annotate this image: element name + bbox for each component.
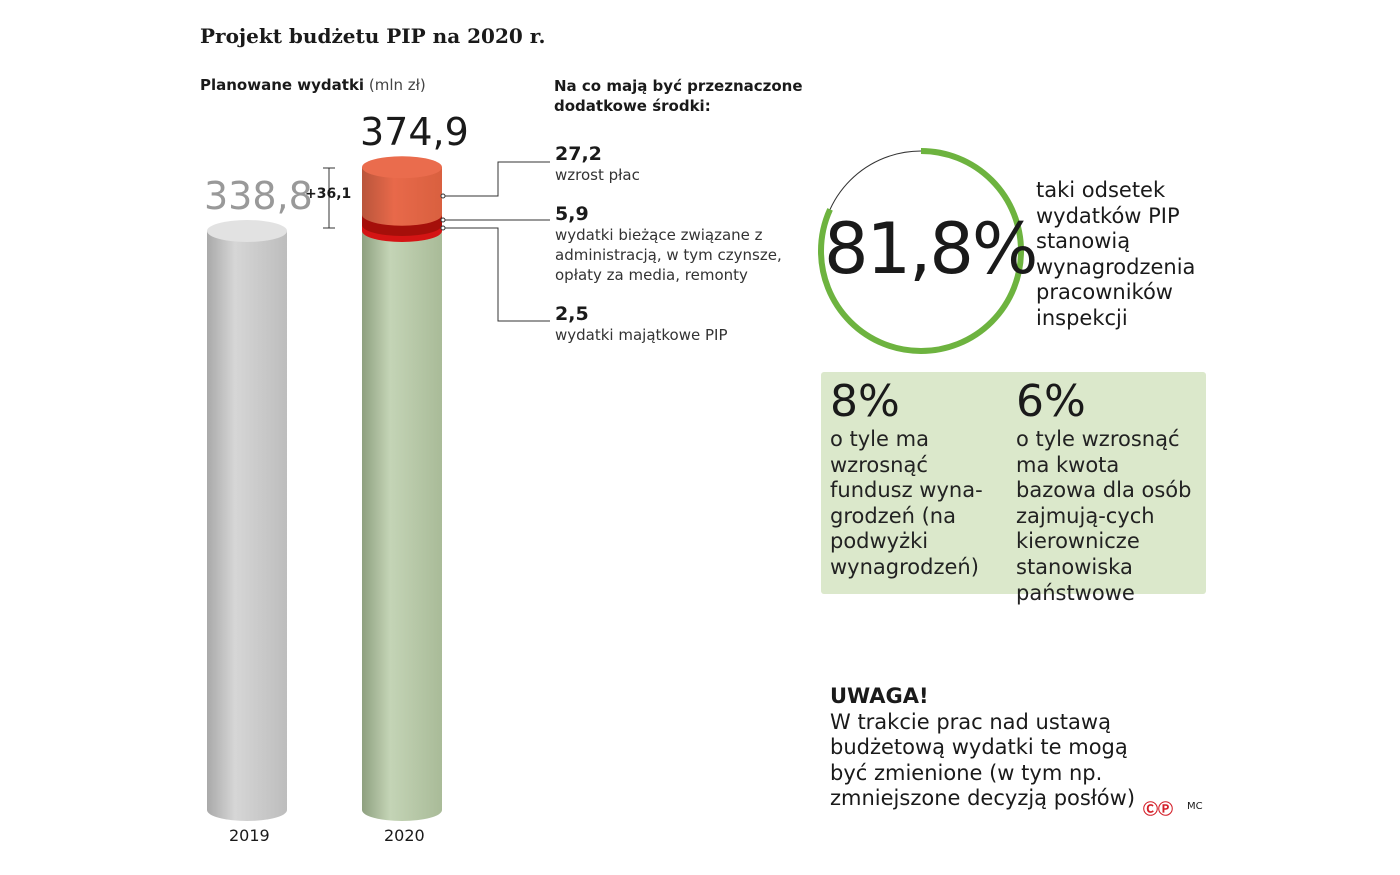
- subtitle-unit: (mln zł): [368, 76, 426, 94]
- value-label-2020: 374,9: [360, 110, 469, 154]
- breakdown-item: 27,2 wzrost płac: [555, 143, 640, 184]
- gauge-text: taki odsetek wydatków PIP stanowią wynag…: [1036, 178, 1196, 330]
- difference-label: +36,1: [305, 186, 352, 202]
- value-label-2019: 338,8: [204, 174, 313, 218]
- year-label-2020: 2020: [384, 826, 425, 845]
- breakdown-item: 2,5 wydatki majątkowe PIP: [555, 303, 728, 344]
- bar-2019: [207, 231, 287, 821]
- year-label-2019: 2019: [229, 826, 270, 845]
- gauge-value: 81,8%: [824, 208, 1038, 290]
- note: UWAGA! W trakcie prac nad ustawą budżetow…: [830, 684, 1136, 811]
- credit: MC: [1187, 801, 1203, 812]
- copyright-logo-icon: ⒸⓅ: [1143, 800, 1174, 818]
- subtitle-bold: Planowane wydatki: [200, 76, 365, 94]
- breakdown-item: 5,9 wydatki bieżące związane z administra…: [555, 203, 782, 284]
- gauge-ring: [818, 148, 1024, 354]
- bar-2020-base: [362, 231, 442, 821]
- fact-item: 8% o tyle ma wzrosnąć fundusz wyna-grodze…: [830, 376, 983, 579]
- facts-box: [821, 372, 1206, 594]
- leader-lines: [444, 161, 550, 322]
- bar-2019-top: [207, 220, 287, 242]
- chart-subtitle: Planowane wydatki (mln zł): [200, 76, 426, 94]
- breakdown-header: Na co mają być przeznaczone dodatkowe śr…: [554, 77, 803, 115]
- gauge-arc: [818, 148, 1024, 354]
- difference-bracket: [323, 167, 335, 229]
- bar-chart: [207, 156, 550, 821]
- bar-2020-segment-0: [362, 167, 442, 226]
- chart-title: Projekt budżetu PIP na 2020 r.: [200, 24, 546, 48]
- bar-2020-segment-0-top: [362, 156, 442, 179]
- fact-item: 6% o tyle wzrosnąć ma kwota bazowa dla os…: [1016, 376, 1192, 605]
